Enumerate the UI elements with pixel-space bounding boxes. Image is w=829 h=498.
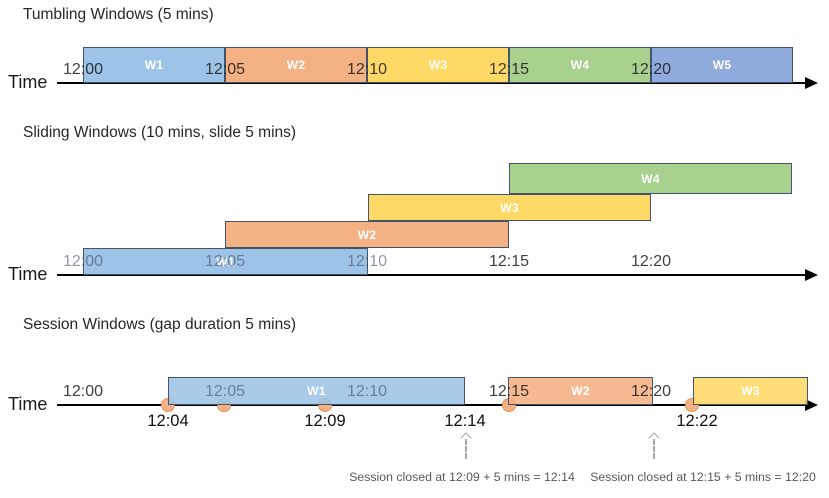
time-axis-label: Time <box>8 72 48 92</box>
time-axis-label: Time <box>8 264 48 284</box>
tick-label: 12:05 <box>204 61 246 78</box>
session-closed-note: Session closed at 12:15 + 5 mins = 12:20 <box>590 470 816 484</box>
timeline-arrowhead-icon <box>805 269 818 281</box>
tick-label: 12:10 <box>346 61 388 78</box>
tick-label: 12:15 <box>488 253 530 270</box>
window-w1: W1 <box>83 47 225 83</box>
window-label: W1 <box>307 384 326 398</box>
tick-label: 12:05 <box>204 383 246 400</box>
window-w2: W2 <box>225 47 367 83</box>
tick-label: 12:10 <box>346 383 388 400</box>
window-label: W2 <box>286 58 306 72</box>
window-w4: W4 <box>509 163 792 194</box>
event-dot-icon <box>217 398 231 412</box>
timeline-axis <box>57 274 809 276</box>
event-dot-icon <box>318 398 332 412</box>
tick-label: 12:05 <box>204 253 246 270</box>
window-label: W4 <box>641 171 660 186</box>
window-w1: W1 <box>168 377 465 405</box>
dashed-up-arrow-icon <box>647 432 660 459</box>
window-w4: W4 <box>509 47 651 83</box>
arrowhead-up-icon <box>459 432 472 444</box>
section-title: Sliding Windows (10 mins, slide 5 mins) <box>23 124 297 141</box>
section-title: Session Windows (gap duration 5 mins) <box>23 316 297 333</box>
event-time-label: 12:09 <box>304 412 346 430</box>
section-title: Tumbling Windows (5 mins) <box>23 6 214 23</box>
tick-label: 12:20 <box>630 61 672 78</box>
dashed-up-arrow-icon <box>459 432 472 459</box>
window-label: W3 <box>500 200 519 215</box>
event-dot-icon <box>161 398 175 412</box>
tick-label: 12:15 <box>488 61 530 78</box>
timeline-axis <box>57 82 809 84</box>
tick-label: 12:15 <box>488 383 530 400</box>
window-w3: W3 <box>368 194 651 221</box>
tick-label: 12:20 <box>630 383 672 400</box>
timeline-arrowhead-icon <box>805 77 818 89</box>
window-w2: W2 <box>225 221 509 248</box>
window-label: W2 <box>571 384 590 398</box>
tick-label: 12:10 <box>346 253 388 270</box>
tick-label: 12:00 <box>62 253 104 270</box>
timeline-arrowhead-icon <box>805 399 818 411</box>
window-label: W1 <box>216 254 235 269</box>
window-w2: W2 <box>508 377 653 405</box>
window-label: W3 <box>428 58 448 72</box>
event-dot-icon <box>502 398 516 412</box>
window-label: W3 <box>741 384 760 398</box>
window-label: W5 <box>712 58 732 72</box>
window-w5: W5 <box>651 47 793 83</box>
window-w3: W3 <box>693 377 808 405</box>
arrowhead-up-icon <box>647 432 660 444</box>
window-label: W1 <box>144 58 164 72</box>
tick-label: 12:00 <box>62 383 104 400</box>
event-time-label: 12:22 <box>676 412 718 430</box>
timeline-axis <box>57 404 809 406</box>
arrow-shaft <box>652 439 655 459</box>
closure-time-label: 12:14 <box>444 412 486 430</box>
event-dot-icon <box>685 398 699 412</box>
window-w1: W1 <box>83 248 368 275</box>
time-axis-label: Time <box>8 394 48 414</box>
tick-label: 12:00 <box>62 61 104 78</box>
window-w3: W3 <box>367 47 509 83</box>
session-closed-note: Session closed at 12:09 + 5 mins = 12:14 <box>349 470 575 484</box>
window-label: W4 <box>570 58 590 72</box>
arrow-shaft <box>464 439 467 459</box>
window-label: W2 <box>357 227 377 242</box>
tick-label: 12:20 <box>630 253 672 270</box>
event-time-label: 12:04 <box>147 412 189 430</box>
